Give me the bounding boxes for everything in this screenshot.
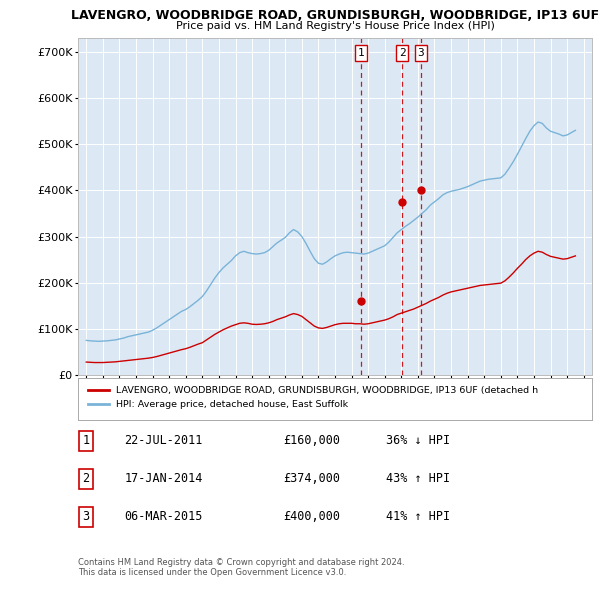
Text: 2: 2 [82, 473, 89, 486]
Text: 43% ↑ HPI: 43% ↑ HPI [386, 473, 451, 486]
Text: 36% ↓ HPI: 36% ↓ HPI [386, 434, 451, 447]
Text: LAVENGRO, WOODBRIDGE ROAD, GRUNDISBURGH, WOODBRIDGE, IP13 6UF: LAVENGRO, WOODBRIDGE ROAD, GRUNDISBURGH,… [71, 9, 599, 22]
Text: Contains HM Land Registry data © Crown copyright and database right 2024.
This d: Contains HM Land Registry data © Crown c… [78, 558, 404, 577]
Text: 2: 2 [399, 48, 406, 58]
Text: £160,000: £160,000 [284, 434, 341, 447]
Text: 3: 3 [418, 48, 424, 58]
Text: 3: 3 [82, 510, 89, 523]
Text: 41% ↑ HPI: 41% ↑ HPI [386, 510, 451, 523]
Text: 06-MAR-2015: 06-MAR-2015 [124, 510, 203, 523]
Text: £374,000: £374,000 [284, 473, 341, 486]
Text: 22-JUL-2011: 22-JUL-2011 [124, 434, 203, 447]
Text: 1: 1 [82, 434, 89, 447]
Legend: LAVENGRO, WOODBRIDGE ROAD, GRUNDISBURGH, WOODBRIDGE, IP13 6UF (detached h, HPI: : LAVENGRO, WOODBRIDGE ROAD, GRUNDISBURGH,… [85, 384, 541, 412]
Text: 17-JAN-2014: 17-JAN-2014 [124, 473, 203, 486]
Text: £400,000: £400,000 [284, 510, 341, 523]
Text: 1: 1 [358, 48, 364, 58]
Text: Price paid vs. HM Land Registry's House Price Index (HPI): Price paid vs. HM Land Registry's House … [176, 21, 494, 31]
